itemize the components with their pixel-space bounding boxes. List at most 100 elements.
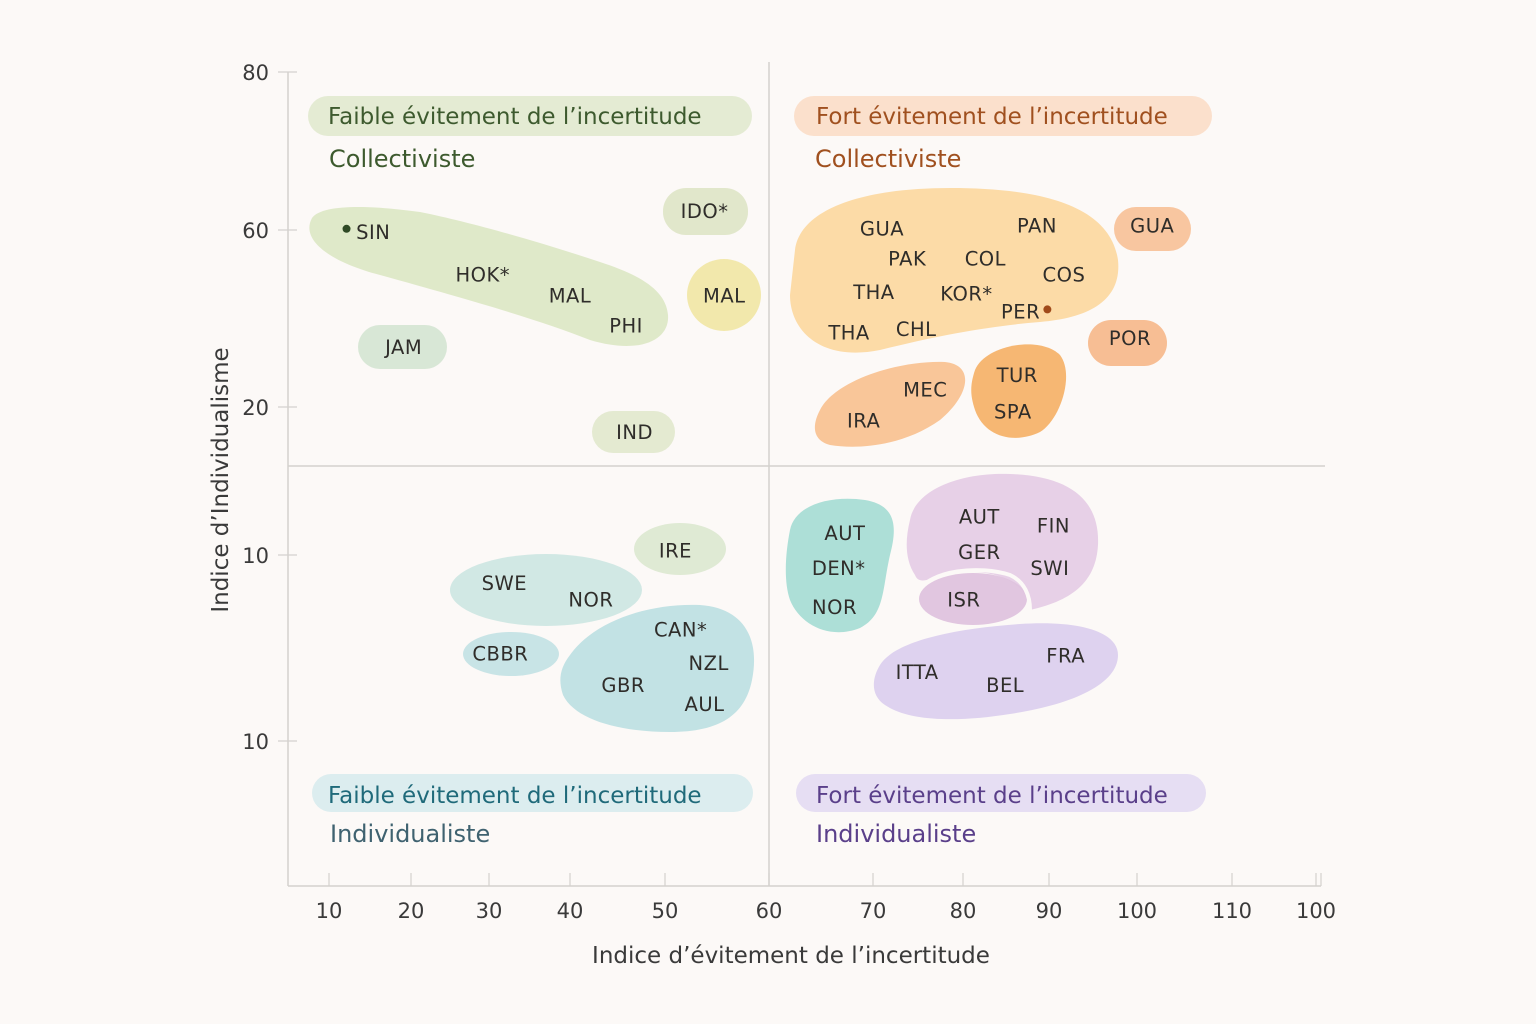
country-labels: SIN HOK* MAL PHI JAM IDO* MAL IND GUA PAN GUA PAK CO… <box>342 200 1174 716</box>
country-label: KOR* <box>940 283 992 306</box>
x-tick-label: 10 <box>316 899 343 923</box>
country-label: FIN <box>1037 514 1070 537</box>
cluster-latin-europe <box>873 623 1118 720</box>
cluster-blobs <box>309 188 1191 732</box>
country-label: IDO* <box>681 200 729 223</box>
country-label: GUA <box>1130 214 1174 237</box>
x-tick-label: 40 <box>557 899 584 923</box>
country-label: GER <box>958 541 1000 564</box>
country-label: DEN* <box>812 557 866 580</box>
cluster-ido <box>663 188 748 235</box>
country-label: IND <box>616 421 653 444</box>
country-label: CHL <box>896 318 937 341</box>
country-label: PAK <box>888 247 927 270</box>
country-label: HOK* <box>455 263 510 286</box>
country-label: PER <box>1001 300 1040 323</box>
country-label: TUR <box>996 364 1038 387</box>
cluster-jam <box>358 325 447 369</box>
country-label: IRE <box>659 540 692 563</box>
quadrant-heading-top-right: Fort évitement de l’incertitude <box>816 104 1168 130</box>
cluster-anglo <box>560 604 755 732</box>
country-label: NZL <box>689 652 729 675</box>
country-label: THA <box>852 281 895 304</box>
cluster-mal <box>687 259 761 331</box>
cluster-gua <box>1114 207 1191 251</box>
country-label: SPA <box>994 400 1032 423</box>
y-tick-label: 60 <box>242 219 269 243</box>
cluster-sin-phi <box>309 207 669 346</box>
country-label: SWE <box>482 572 527 595</box>
x-tick-label: 100 <box>1117 899 1157 923</box>
country-label: COL <box>965 247 1006 270</box>
x-tick-label: 20 <box>398 899 425 923</box>
country-label: AUL <box>685 693 725 716</box>
quadrant-pill-bottom-right <box>796 774 1206 812</box>
country-label: GBR <box>601 674 645 697</box>
y-axis-title: Indice d’Individualisme <box>208 347 234 612</box>
country-label: ISR <box>947 589 980 612</box>
quadrant-pill-top-right <box>794 96 1212 136</box>
x-tick-label: 110 <box>1212 899 1252 923</box>
quadrant-subheading-bottom-right: Individualiste <box>816 820 976 848</box>
y-tick-label: 20 <box>242 396 269 420</box>
country-label: MEC <box>903 378 947 401</box>
quadrant-subheading-top-left: Collectiviste <box>329 145 475 173</box>
cluster-ind <box>592 411 675 453</box>
country-label: NOR <box>568 589 613 612</box>
y-tick-label: 80 <box>242 61 269 85</box>
country-label: POR <box>1109 327 1151 350</box>
x-tick-label: 100 <box>1296 899 1336 923</box>
country-label: IRA <box>847 409 881 432</box>
country-label: PAN <box>1017 214 1057 237</box>
x-tick-label: 80 <box>950 899 977 923</box>
cluster-latin-asia <box>790 188 1119 353</box>
x-axis-title: Indice d’évitement de l’incertitude <box>592 943 990 969</box>
y-tick-label: 10 <box>242 544 269 568</box>
point-marker <box>342 224 351 233</box>
y-tick-label: 10 <box>242 730 269 754</box>
quadrant-pill-bottom-left <box>312 774 753 812</box>
cluster-swe-nor <box>450 554 642 626</box>
cluster-nordic <box>785 498 894 633</box>
country-label: SIN <box>356 221 390 244</box>
country-label: FRA <box>1046 644 1085 667</box>
country-label: COS <box>1043 263 1086 286</box>
cluster-isr <box>919 573 1027 625</box>
country-label: AUT <box>959 506 1000 529</box>
quadrant-subheading-top-right: Collectiviste <box>815 145 961 173</box>
quadrant-subheading-bottom-left: Individualiste <box>330 820 490 848</box>
cluster-ire <box>634 523 726 575</box>
quadrant-pill-top-left <box>308 96 752 136</box>
country-label: GUA <box>860 217 904 240</box>
quadrant-heading-bottom-right: Fort évitement de l’incertitude <box>816 783 1168 809</box>
country-label: PHI <box>609 315 643 338</box>
country-label: JAM <box>383 336 422 359</box>
country-label: NOR <box>812 596 857 619</box>
x-tick-label: 90 <box>1036 899 1063 923</box>
country-label: CAN* <box>654 618 707 641</box>
country-label: MAL <box>703 284 746 307</box>
point-marker <box>1043 305 1052 314</box>
x-tick-label: 30 <box>476 899 503 923</box>
quadrant-heading-bottom-left: Faible évitement de l’incertitude <box>328 783 702 809</box>
country-label: THA <box>827 322 870 345</box>
x-tick-label: 50 <box>652 899 679 923</box>
cluster-mec-ira <box>814 361 966 447</box>
quadrant-headings: Faible évitement de l’incertitude Collec… <box>308 96 1212 848</box>
cluster-tur-spa <box>971 344 1067 438</box>
x-tick-label: 60 <box>756 899 783 923</box>
quadrant-heading-top-left: Faible évitement de l’incertitude <box>328 104 702 130</box>
cluster-por <box>1088 320 1167 366</box>
country-label: ITTA <box>896 661 939 684</box>
country-label: BEL <box>986 674 1024 697</box>
x-tick-label: 70 <box>860 899 887 923</box>
country-label: SWI <box>1030 557 1069 580</box>
axis-ticks: 10 20 30 40 50 60 70 80 90 100 110 100 80 60 20 10 10 <box>242 61 1336 923</box>
cluster-germanic <box>906 473 1099 610</box>
country-label: CBBR <box>472 643 528 666</box>
isr-separator <box>916 568 1032 611</box>
cluster-cbbr <box>463 632 559 676</box>
country-label: MAL <box>549 284 592 307</box>
country-label: AUT <box>824 522 865 545</box>
